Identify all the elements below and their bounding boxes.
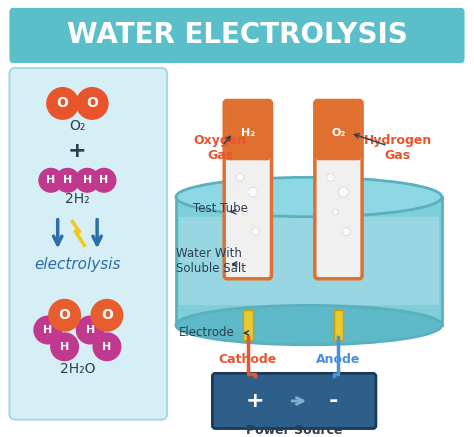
Circle shape <box>252 228 260 236</box>
FancyBboxPatch shape <box>9 8 465 63</box>
Circle shape <box>39 168 63 192</box>
Text: Oxygen
Gas: Oxygen Gas <box>194 134 247 162</box>
Text: 2H₂: 2H₂ <box>65 192 90 206</box>
Text: H: H <box>82 175 92 185</box>
Circle shape <box>338 187 348 197</box>
Circle shape <box>93 333 121 361</box>
Text: H: H <box>100 175 109 185</box>
FancyBboxPatch shape <box>317 101 360 160</box>
Text: +: + <box>68 141 87 161</box>
Text: H₂: H₂ <box>241 128 255 138</box>
Ellipse shape <box>176 177 442 217</box>
Text: WATER ELECTROLYSIS: WATER ELECTROLYSIS <box>67 21 407 49</box>
Text: H: H <box>102 342 111 352</box>
Text: Power Source: Power Source <box>246 424 342 437</box>
Circle shape <box>75 168 99 192</box>
Text: 2H₂O: 2H₂O <box>60 362 95 376</box>
FancyBboxPatch shape <box>212 373 376 429</box>
Circle shape <box>76 88 108 119</box>
Text: H: H <box>63 175 72 185</box>
Bar <box>176 197 442 325</box>
Text: O: O <box>86 97 98 111</box>
Text: Cathode: Cathode <box>219 353 277 366</box>
Circle shape <box>51 333 78 361</box>
Text: H: H <box>60 342 69 352</box>
Bar <box>243 310 253 340</box>
Ellipse shape <box>176 305 442 345</box>
Text: H: H <box>86 325 95 335</box>
Circle shape <box>236 173 244 181</box>
Text: Hydrogen
Gas: Hydrogen Gas <box>364 134 432 162</box>
Text: O: O <box>57 97 69 111</box>
Text: Test Tube: Test Tube <box>192 202 247 215</box>
Circle shape <box>91 299 123 331</box>
Circle shape <box>242 209 248 215</box>
Text: Water With
Soluble Salt: Water With Soluble Salt <box>176 247 246 275</box>
Text: O₂: O₂ <box>69 119 86 133</box>
Circle shape <box>248 187 258 197</box>
Text: O: O <box>59 308 71 322</box>
Text: electrolysis: electrolysis <box>34 257 121 271</box>
Circle shape <box>56 168 79 192</box>
Circle shape <box>49 299 81 331</box>
Circle shape <box>76 316 104 344</box>
Text: O₂: O₂ <box>331 128 346 138</box>
Bar <box>334 310 343 340</box>
Circle shape <box>327 173 335 181</box>
FancyBboxPatch shape <box>224 101 272 279</box>
Text: -: - <box>329 391 338 411</box>
Text: H: H <box>46 175 55 185</box>
Text: Electrode: Electrode <box>179 326 235 340</box>
Text: O: O <box>101 308 113 322</box>
FancyBboxPatch shape <box>9 68 167 420</box>
Circle shape <box>47 88 78 119</box>
Circle shape <box>333 209 338 215</box>
FancyBboxPatch shape <box>226 101 270 160</box>
Bar <box>179 217 439 305</box>
Circle shape <box>34 316 62 344</box>
Text: H: H <box>43 325 53 335</box>
Text: Anode: Anode <box>316 353 361 366</box>
Circle shape <box>342 228 350 236</box>
FancyBboxPatch shape <box>315 101 362 279</box>
Text: +: + <box>246 391 264 411</box>
Circle shape <box>92 168 116 192</box>
